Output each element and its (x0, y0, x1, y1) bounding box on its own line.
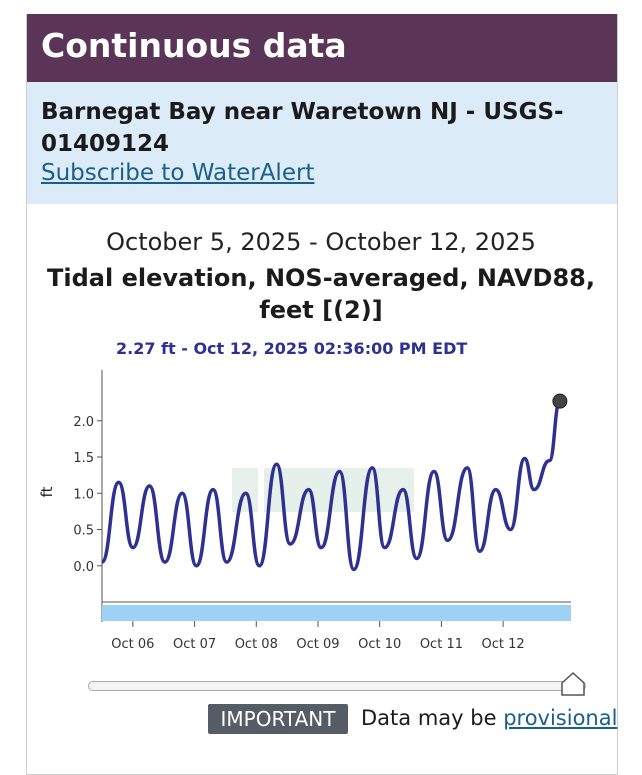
watermark-logo-mark (232, 468, 258, 512)
graph-title: Tidal elevation, NOS-averaged, NAVD88, f… (47, 264, 595, 324)
brush-band[interactable] (102, 605, 571, 621)
latest-value-marker[interactable] (552, 393, 568, 409)
x-tick-label: Oct 09 (296, 637, 339, 652)
tidal-elevation-line (100, 399, 562, 572)
usgs-watermark (232, 468, 414, 512)
x-tick-label: Oct 07 (173, 637, 216, 652)
y-axis-label: ft (40, 486, 56, 497)
y-tick-label: 1.0 (73, 487, 94, 502)
x-tick-label: Oct 11 (420, 637, 463, 652)
continuous-data-card: Continuous data Barnegat Bay near Wareto… (26, 14, 618, 775)
hydrograph-chart[interactable]: 0.0 0.5 1.0 1.5 2.0 ft Oct 06 Oct 07 Oct 08 Oct… (40, 360, 580, 660)
provisional-text: Data may be (361, 706, 497, 730)
slider-thumb[interactable] (560, 671, 586, 697)
y-tick-label: 0.0 (73, 560, 94, 575)
site-name: Barnegat Bay near Waretown NJ - USGS-014… (41, 99, 564, 157)
provisional-link[interactable]: provisional (503, 706, 618, 730)
watermark-logo-text (264, 468, 414, 512)
x-tick-label: Oct 06 (111, 637, 154, 652)
y-tick-label: 0.5 (73, 524, 94, 539)
y-tick-label: 2.0 (73, 415, 94, 430)
card-title: Continuous data (41, 26, 347, 65)
cursor-readout: 2.27 ft - Oct 12, 2025 02:36:00 PM EDT (116, 339, 468, 358)
graph-date-range: October 5, 2025 - October 12, 2025 (106, 228, 536, 256)
x-tick-label: Oct 12 (482, 637, 525, 652)
x-tick-label: Oct 10 (358, 637, 401, 652)
y-tick-label: 1.5 (73, 451, 94, 466)
site-band: Barnegat Bay near Waretown NJ - USGS-014… (27, 82, 617, 204)
subscribe-wateralert-link[interactable]: Subscribe to WaterAlert (41, 160, 315, 186)
important-badge: IMPORTANT (208, 704, 348, 734)
provisional-notice: Data may be provisional (361, 706, 617, 730)
time-range-slider[interactable] (88, 681, 586, 691)
x-tick-label: Oct 08 (235, 637, 278, 652)
card-header: Continuous data (27, 14, 617, 82)
